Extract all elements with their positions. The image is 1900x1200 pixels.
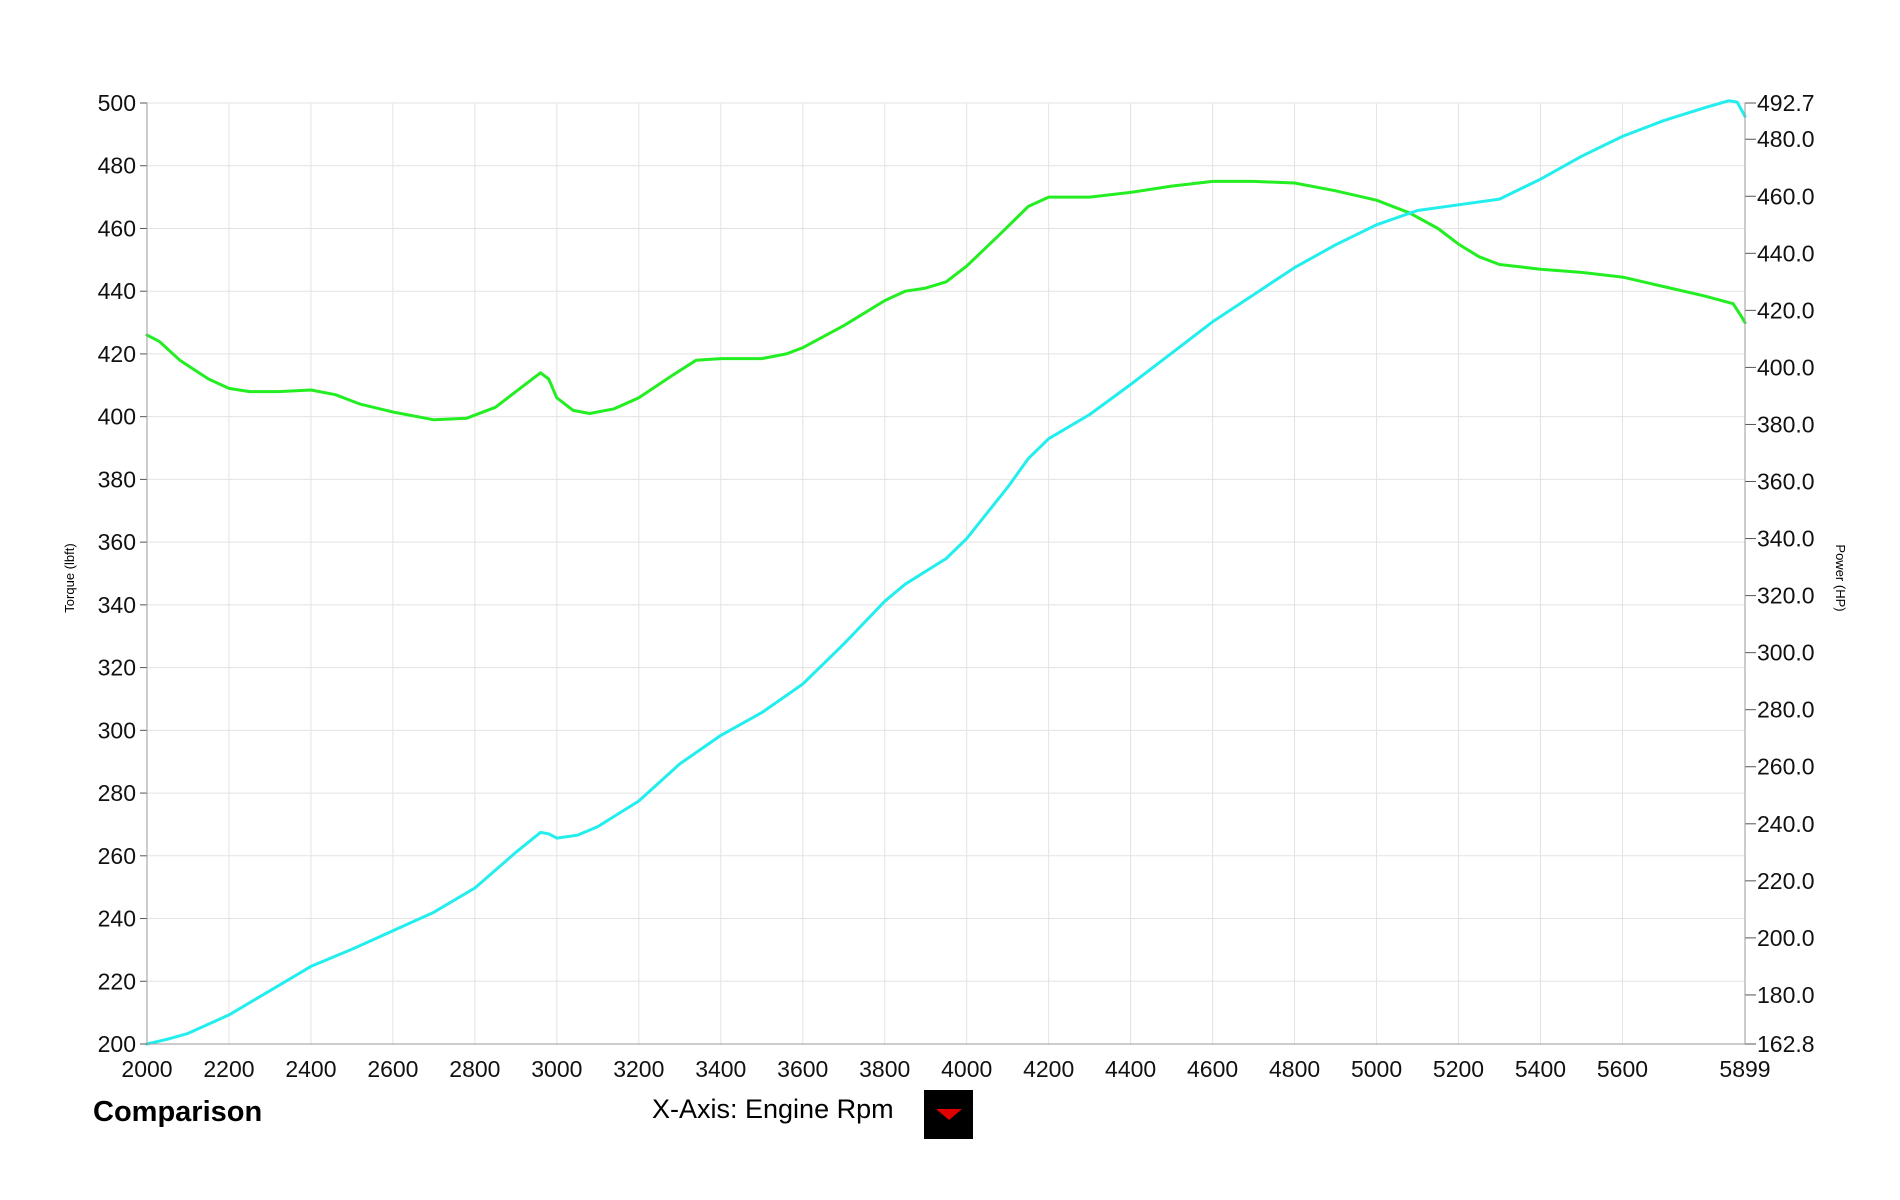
y-tick-label: 500 (98, 90, 136, 116)
y-tick-label: 440 (98, 278, 136, 304)
x-tick-label: 5400 (1515, 1056, 1566, 1082)
x-tick-label: 2200 (203, 1056, 254, 1082)
y2-tick-label: 492.7 (1757, 90, 1815, 116)
x-tick-label: 2400 (285, 1056, 336, 1082)
y2-tick-label: 340.0 (1757, 526, 1815, 552)
x-axis-selector-label: X-Axis: Engine Rpm (652, 1094, 894, 1124)
y2-tick-label: 200.0 (1757, 925, 1815, 951)
y-tick-label: 220 (98, 968, 136, 994)
right-axis-title: Power (HP) (1833, 544, 1848, 611)
x-tick-label: 4000 (941, 1056, 992, 1082)
y-tick-label: 420 (98, 341, 136, 367)
x-tick-label: 4400 (1105, 1056, 1156, 1082)
y2-tick-label: 380.0 (1757, 411, 1815, 437)
y2-tick-label: 162.8 (1757, 1031, 1815, 1057)
y-tick-label: 380 (98, 466, 136, 492)
y2-tick-label: 280.0 (1757, 697, 1815, 723)
y2-tick-label: 240.0 (1757, 811, 1815, 837)
x-tick-label: 3800 (859, 1056, 910, 1082)
y-tick-label: 300 (98, 717, 136, 743)
y-tick-label: 400 (98, 404, 136, 430)
x-tick-label: 5899 (1719, 1056, 1770, 1082)
y-tick-label: 280 (98, 780, 136, 806)
x-tick-label: 2600 (367, 1056, 418, 1082)
y2-tick-label: 220.0 (1757, 868, 1815, 894)
x-tick-label: 4800 (1269, 1056, 1320, 1082)
x-tick-label: 3400 (695, 1056, 746, 1082)
axes (140, 102, 1756, 1045)
y2-tick-label: 420.0 (1757, 297, 1815, 323)
grid (147, 102, 1746, 1044)
y2-tick-label: 400.0 (1757, 354, 1815, 380)
x-tick-label: 3600 (777, 1056, 828, 1082)
x-axis-dropdown-button[interactable] (924, 1090, 973, 1139)
y-tick-label: 360 (98, 529, 136, 555)
y2-tick-label: 180.0 (1757, 982, 1815, 1008)
power-series-line (145, 99, 1747, 1046)
y2-tick-label: 360.0 (1757, 469, 1815, 495)
y-tick-label: 240 (98, 906, 136, 932)
x-tick-label: 3000 (531, 1056, 582, 1082)
y-tick-label: 340 (98, 592, 136, 618)
y2-tick-label: 260.0 (1757, 754, 1815, 780)
x-tick-label: 2000 (121, 1056, 172, 1082)
x-tick-label: 5600 (1597, 1056, 1648, 1082)
y2-tick-label: 460.0 (1757, 183, 1815, 209)
x-tick-label: 4200 (1023, 1056, 1074, 1082)
x-tick-label: 3200 (613, 1056, 664, 1082)
torque-series-line (145, 179, 1747, 422)
y-tick-label: 320 (98, 655, 136, 681)
y-tick-label: 480 (98, 153, 136, 179)
y2-tick-label: 300.0 (1757, 640, 1815, 666)
x-tick-label: 5000 (1351, 1056, 1402, 1082)
y-tick-label: 260 (98, 843, 136, 869)
comparison-title: Comparison (93, 1096, 263, 1128)
chevron-down-icon (936, 1109, 962, 1120)
y2-tick-label: 440.0 (1757, 240, 1815, 266)
series-layer (145, 99, 1747, 1046)
x-tick-label: 4600 (1187, 1056, 1238, 1082)
x-tick-label: 5200 (1433, 1056, 1484, 1082)
x-tick-label: 2800 (449, 1056, 500, 1082)
left-axis-title: Torque (lbft) (62, 543, 77, 612)
y-tick-label: 460 (98, 215, 136, 241)
y-tick-label: 200 (98, 1031, 136, 1057)
y2-tick-label: 480.0 (1757, 126, 1815, 152)
y2-tick-label: 320.0 (1757, 583, 1815, 609)
tick-labels: 2000 2200 2400 2600 2800 3000 3200 3400 3600 3800… (98, 90, 1815, 1082)
